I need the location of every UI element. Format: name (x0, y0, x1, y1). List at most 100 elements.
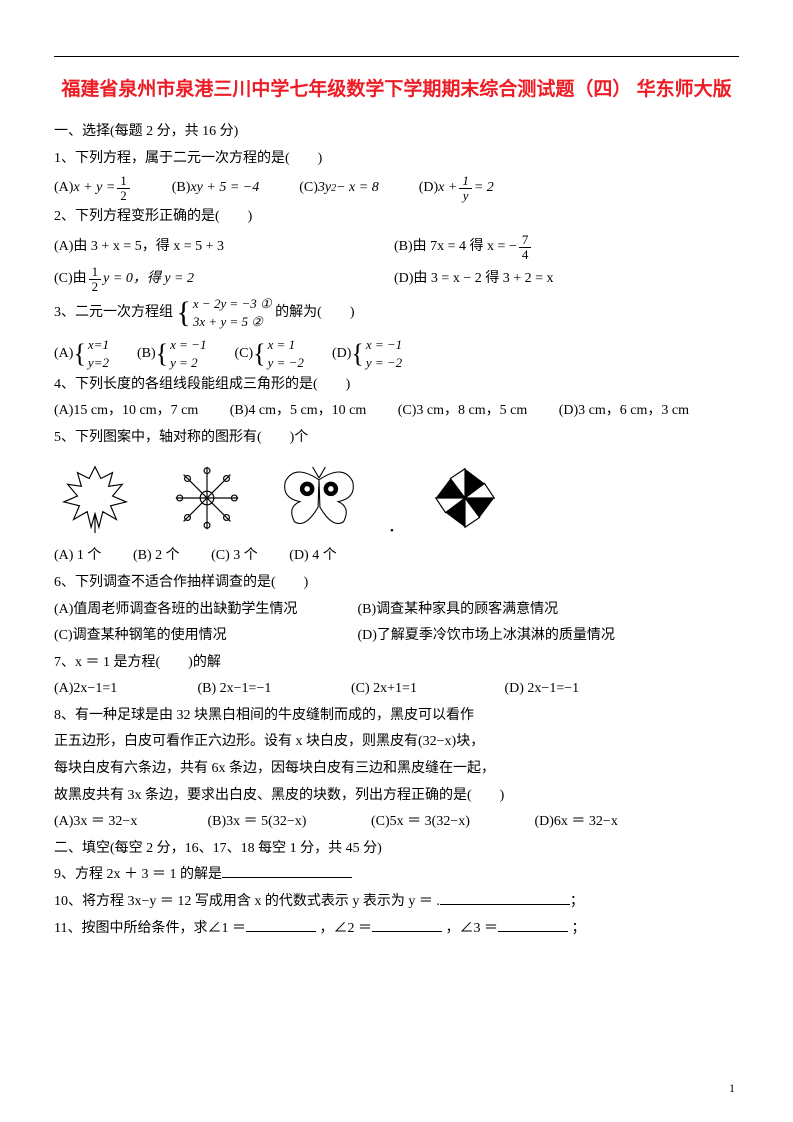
q11-blank-3[interactable] (498, 918, 568, 932)
section-1-heading: 一、选择(每题 2 分，共 16 分) (54, 119, 739, 146)
q2-row1: (A)由 3 + x = 5，得 x = 5 + 3 (B)由 7x = 4 得… (54, 231, 739, 263)
q10-l: 10、将方程 3x−y ＝ 12 写成用含 x 的代数式表示 y 表示为 y ＝… (54, 894, 440, 909)
q1-d-eq-r: = 2 (474, 172, 494, 204)
q5-choice-d: (D) 4 个 (289, 543, 336, 570)
q1-b-label: (B) (172, 172, 191, 204)
q3-choices: (A) {x=1y=2 (B) {x = −1y = 2 (C) {x = 1y… (54, 336, 739, 371)
brace-icon: { (253, 341, 265, 367)
q3-choice-b: (B) {x = −1y = 2 (137, 336, 206, 371)
q6-stem: 6、下列调查不适合作抽样调查的是( ) (54, 570, 739, 597)
q3-choice-d: (D) {x = −1y = −2 (332, 336, 402, 371)
q1-choice-d: (D) x + 1y = 2 (419, 172, 494, 204)
q1-a-frac: 12 (117, 174, 130, 202)
q3-stem: 3、二元一次方程组 { x − 2y = −3 ①3x + y = 5 ② 的解… (54, 295, 739, 330)
q1-stem: 1、下列方程，属于二元一次方程的是( ) (54, 146, 739, 173)
q11-r: ； (571, 921, 585, 936)
q10: 10、将方程 3x−y ＝ 12 写成用含 x 的代数式表示 y 表示为 y ＝… (54, 889, 739, 916)
q2-choice-d: (D)由 3 = x − 2 得 3 + 2 = x (394, 263, 554, 295)
section-2-heading: 二、填空(每空 2 分，16、17、18 每空 1 分，共 45 分) (54, 836, 739, 863)
q1-choice-c: (C) 3y2 − x = 8 (299, 172, 379, 204)
q11-l: 11、按图中所给条件，求∠1 ＝ (54, 921, 246, 936)
q8-choices: (A)3x ＝ 32−x (B)3x ＝ 5(32−x) (C)5x ＝ 3(3… (54, 809, 739, 836)
q8-l2: 正五边形，白皮可看作正六边形。设有 x 块白皮，则黑皮有(32−x)块， (54, 729, 739, 756)
q3-system: { x − 2y = −3 ①3x + y = 5 ② (177, 295, 272, 330)
q8-choice-c: (C)5x ＝ 3(32−x) (371, 809, 531, 836)
q7-choice-c: (C) 2x+1=1 (351, 676, 501, 703)
brace-icon: { (73, 341, 85, 367)
page-top-rule (54, 56, 739, 57)
brace-icon: { (156, 341, 168, 367)
dot-sep: • (390, 525, 394, 537)
q7-choices: (A)2x−1=1 (B) 2x−1=−1 (C) 2x+1=1 (D) 2x−… (54, 676, 739, 703)
q7-choice-b: (B) 2x−1=−1 (198, 676, 348, 703)
q1-a-label: (A) (54, 172, 73, 204)
q6-choice-d: (D)了解夏季冷饮市场上冰淇淋的质量情况 (358, 628, 615, 643)
q5-stem: 5、下列图案中，轴对称的图形有( )个 (54, 425, 739, 452)
q1-choice-a: (A) x + y = 12 (54, 172, 132, 204)
q11-m2: ，∠3 ＝ (445, 921, 498, 936)
butterfly-icon (278, 459, 360, 537)
q1-b-eq: xy + 5 = −4 (190, 172, 259, 204)
q4-choice-c: (C)3 cm，8 cm，5 cm (398, 398, 527, 425)
q2-stem: 2、下列方程变形正确的是( ) (54, 204, 739, 231)
q5-choices: (A) 1 个 (B) 2 个 (C) 3 个 (D) 4 个 (54, 543, 739, 570)
q2-b-frac: 74 (519, 233, 532, 261)
q2-choice-c: (C)由 12 y = 0，得 y = 2 (54, 263, 354, 295)
q7-choice-d: (D) 2x−1=−1 (505, 681, 580, 696)
q6-choice-c: (C)调查某种钢笔的使用情况 (54, 623, 354, 650)
q11-blank-1[interactable] (246, 918, 316, 932)
q4-choice-b: (B)4 cm，5 cm，10 cm (230, 398, 366, 425)
q2-choice-b: (B)由 7x = 4 得 x = − 74 (394, 231, 533, 263)
q4-choice-a: (A)15 cm，10 cm，7 cm (54, 398, 198, 425)
exam-title: 福建省泉州市泉港三川中学七年级数学下学期期末综合测试题（四） 华东师大版 (54, 71, 739, 109)
q1-d-label: (D) (419, 172, 438, 204)
q5-choice-c: (C) 3 个 (211, 543, 258, 570)
q8-l4: 故黑皮共有 3x 条边，要求出白皮、黑皮的块数，列出方程正确的是( ) (54, 783, 739, 810)
q9-text: 9、方程 2x ＋ 3 ＝ 1 的解是 (54, 867, 222, 882)
q6-row1: (A)值周老师调查各班的出缺勤学生情况 (B)调查某种家具的顾客满意情况 (54, 597, 739, 624)
q9: 9、方程 2x ＋ 3 ＝ 1 的解是 (54, 862, 739, 889)
q3-choice-a: (A) {x=1y=2 (54, 336, 109, 371)
q1-c-label: (C) (299, 172, 318, 204)
q11: 11、按图中所给条件，求∠1 ＝ ，∠2 ＝ ，∠3 ＝ ； (54, 916, 739, 943)
q8-choice-b: (B)3x ＝ 5(32−x) (208, 809, 368, 836)
snowflake-icon (166, 459, 248, 537)
q2-choice-a: (A)由 3 + x = 5，得 x = 5 + 3 (54, 231, 354, 263)
q6-row2: (C)调查某种钢笔的使用情况 (D)了解夏季冷饮市场上冰淇淋的质量情况 (54, 623, 739, 650)
q5-figures: • (54, 459, 739, 537)
q3-stem-l: 3、二元一次方程组 (54, 305, 173, 320)
q11-m1: ，∠2 ＝ (319, 921, 372, 936)
q8-l1: 8、有一种足球是由 32 块黑白相间的牛皮缝制而成的，黑皮可以看作 (54, 703, 739, 730)
q2-row2: (C)由 12 y = 0，得 y = 2 (D)由 3 = x − 2 得 3… (54, 263, 739, 295)
q2-c-frac: 12 (89, 265, 102, 293)
q8-choice-a: (A)3x ＝ 32−x (54, 809, 204, 836)
q10-r: ； (570, 894, 584, 909)
q4-choices: (A)15 cm，10 cm，7 cm (B)4 cm，5 cm，10 cm (… (54, 398, 739, 425)
brace-icon: { (351, 341, 363, 367)
q3-stem-r: 的解为( ) (275, 305, 354, 320)
q7-stem: 7、x ＝ 1 是方程( )的解 (54, 650, 739, 677)
q1-c-eq-r: − x = 8 (336, 172, 379, 204)
q1-choice-b: (B) xy + 5 = −4 (172, 172, 259, 204)
leaf-icon (54, 459, 136, 537)
q8-l3: 每块白皮有六条边，共有 6x 条边，因每块白皮有三边和黑皮缝在一起， (54, 756, 739, 783)
brace-icon: { (177, 298, 191, 328)
q9-blank[interactable] (222, 864, 352, 878)
q1-d-frac: 1y (459, 174, 472, 202)
q11-blank-2[interactable] (372, 918, 442, 932)
q1-c-eq-l: 3y (318, 172, 331, 204)
q4-stem: 4、下列长度的各组线段能组成三角形的是( ) (54, 372, 739, 399)
q2-c-l: (C)由 (54, 263, 87, 295)
q2-b-l: (B)由 7x = 4 得 x = − (394, 231, 517, 263)
q10-blank[interactable] (440, 891, 570, 905)
q5-choice-a: (A) 1 个 (54, 543, 101, 570)
q7-choice-a: (A)2x−1=1 (54, 676, 194, 703)
page-number: 1 (729, 1081, 735, 1096)
q1-choices: (A) x + y = 12 (B) xy + 5 = −4 (C) 3y2 −… (54, 172, 739, 204)
pinwheel-icon (424, 459, 506, 537)
q2-c-r: y = 0，得 y = 2 (103, 263, 194, 295)
q3-choice-c: (C) {x = 1y = −2 (234, 336, 303, 371)
q8-choice-d: (D)6x ＝ 32−x (535, 814, 618, 829)
q1-d-eq-l: x + (438, 172, 457, 204)
q1-a-eq-l: x + y = (73, 172, 115, 204)
